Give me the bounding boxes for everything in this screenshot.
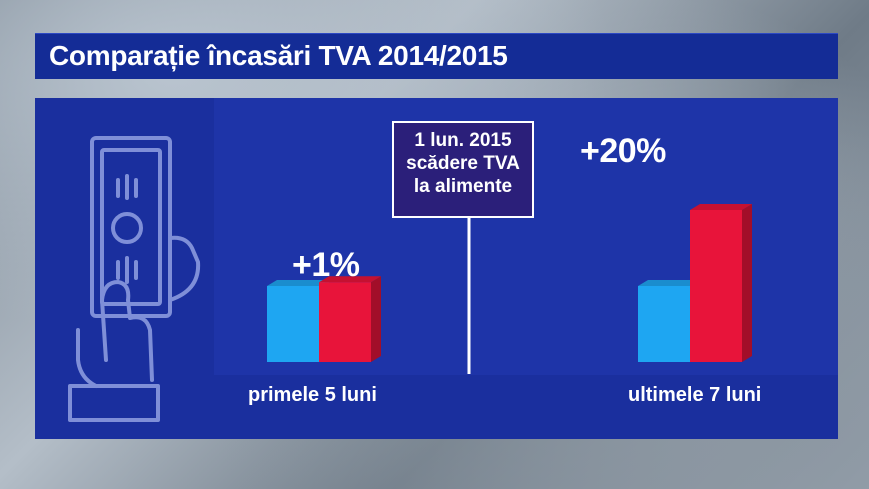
bar-series1-cat1-top [690, 204, 752, 210]
title-bar: Comparație încasări TVA 2014/2015 [35, 33, 838, 79]
bar-series1-cat1 [690, 210, 742, 362]
category-label-1: ultimele 7 luni [628, 384, 762, 406]
annotation-line-1: scădere TVA [406, 153, 520, 174]
bar-series1-cat0-side [371, 276, 381, 362]
bar-series0-cat1-top [638, 280, 700, 286]
annotation-line-0: 1 lun. 2015 [414, 130, 512, 151]
hand-holding-banknote-icon [68, 136, 201, 422]
annotation-line-2: la alimente [413, 176, 513, 197]
change-label-0: +1% [292, 246, 360, 284]
annotation-box: 1 lun. 2015 scădere TVA la alimente [392, 121, 534, 218]
bar-series0-cat0 [267, 286, 319, 362]
category-label-0: primele 5 luni [248, 384, 377, 406]
bar-series0-cat1 [638, 286, 690, 362]
bar-series0-cat0-top [267, 280, 329, 286]
bar-series1-cat0 [319, 282, 371, 362]
bar-series1-cat0-top [319, 276, 381, 283]
page-title: Comparație încasări TVA 2014/2015 [49, 40, 508, 71]
bar-series1-cat1-side [742, 204, 752, 362]
bars-group [267, 204, 752, 362]
change-label-1: +20% [580, 132, 666, 170]
